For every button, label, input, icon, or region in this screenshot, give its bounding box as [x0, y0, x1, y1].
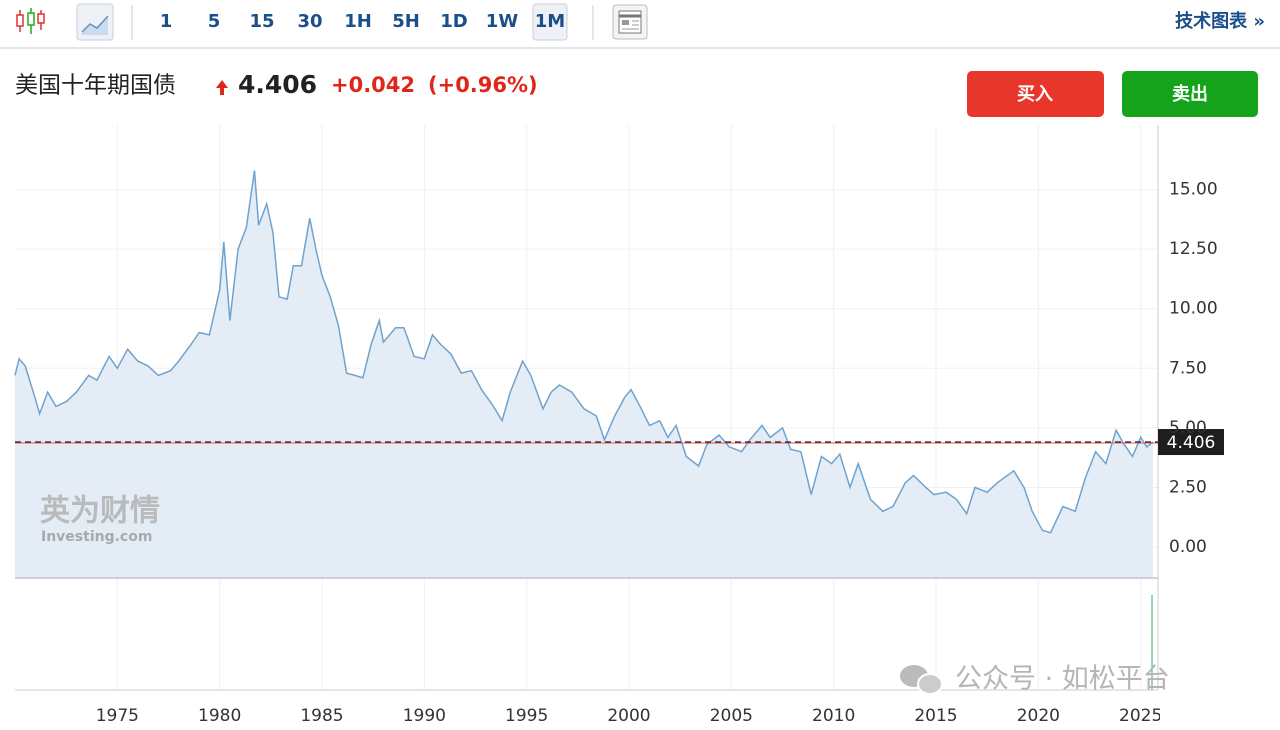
up-arrow	[216, 80, 228, 95]
interval-button[interactable]: 1H	[344, 11, 372, 32]
tech-chart-link[interactable]: 技术图表 »	[1175, 10, 1265, 32]
area-fill	[15, 170, 1153, 578]
layout-icon[interactable]	[612, 4, 648, 40]
x-tick-label: 1985	[300, 706, 343, 726]
x-tick-label: 1975	[96, 706, 139, 726]
x-tick-label: 1995	[505, 706, 548, 726]
buy-label: 买入	[1017, 84, 1053, 105]
wechat-icon	[900, 665, 943, 695]
price-change: +0.042	[331, 73, 415, 97]
y-tick-label: 7.50	[1169, 358, 1207, 378]
interval-button[interactable]: 30	[297, 11, 322, 32]
buy-button[interactable]: 买入	[967, 71, 1104, 117]
y-tick-label: 5.00	[1169, 418, 1207, 438]
x-tick-label: 2020	[1017, 706, 1060, 726]
price-line	[14, 170, 1154, 534]
x-tick-label: 1980	[198, 706, 241, 726]
watermark-brand: 英为财情	[40, 494, 160, 529]
x-tick-label: 2025	[1119, 706, 1162, 726]
candle-icon[interactable]	[16, 8, 45, 34]
line-icon[interactable]	[76, 3, 114, 41]
x-tick-label: 2015	[914, 706, 957, 726]
interval-button[interactable]: 1M	[535, 11, 565, 32]
x-tick-label: 2000	[607, 706, 650, 726]
instrument-title: 美国十年期国债	[15, 73, 176, 99]
y-tick-label: 0.00	[1169, 537, 1207, 557]
x-tick-label: 1990	[403, 706, 446, 726]
interval-button[interactable]: 5	[208, 11, 221, 32]
x-tick-label: 2010	[812, 706, 855, 726]
price: 4.406	[238, 70, 317, 99]
watermark-site: Investing.com	[41, 529, 152, 545]
interval-button[interactable]: 1W	[486, 11, 519, 32]
price-change-pct: (+0.96%)	[428, 73, 538, 97]
wechat-label: 公众号 · 如松平台	[955, 664, 1170, 695]
y-tick-label: 12.50	[1169, 239, 1218, 259]
interval-button[interactable]: 15	[249, 11, 274, 32]
interval-active-bg	[532, 3, 568, 41]
x-tick-label: 2005	[710, 706, 753, 726]
interval-button[interactable]: 5H	[392, 11, 420, 32]
sell-label: 卖出	[1172, 83, 1208, 105]
y-tick-label: 2.50	[1169, 477, 1207, 497]
last-price-label: 4.406	[1167, 433, 1216, 453]
interval-button[interactable]: 1	[160, 11, 173, 32]
sell-button[interactable]: 卖出	[1122, 71, 1258, 117]
interval-button[interactable]: 1D	[440, 11, 467, 32]
y-tick-label: 10.00	[1169, 299, 1218, 319]
last-price-box	[1158, 429, 1224, 456]
y-tick-label: 15.00	[1169, 180, 1218, 200]
